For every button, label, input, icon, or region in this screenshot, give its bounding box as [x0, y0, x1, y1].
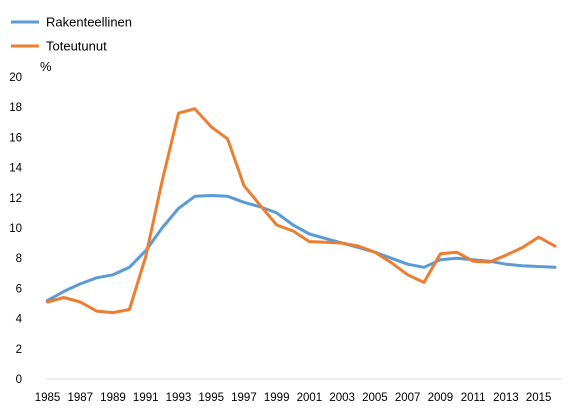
x-tick-label: 1995 [198, 392, 224, 404]
x-tick-label: 1985 [35, 392, 61, 404]
x-tick-label: 2001 [297, 392, 323, 404]
x-tick-label: 1989 [100, 392, 126, 404]
y-tick-label: 12 [9, 193, 22, 205]
y-axis-unit-label: % [40, 59, 52, 74]
x-axis-ticks: 1985 1987 1989 1991 1993 1995 1997 1999 2001 2003… [35, 392, 552, 404]
series-lines [46, 107, 557, 315]
y-tick-label: 20 [9, 72, 22, 84]
y-tick-label: 10 [9, 223, 22, 235]
x-tick-label: 2003 [329, 392, 355, 404]
x-tick-label: 2015 [526, 392, 552, 404]
x-tick-label: 1987 [67, 392, 93, 404]
y-tick-label: 4 [16, 314, 23, 326]
y-tick-label: 18 [9, 102, 22, 114]
y-tick-label: 2 [16, 344, 22, 356]
y-axis-ticks: 0 2 4 6 8 10 12 14 16 18 20 [9, 72, 22, 386]
x-tick-label: 1999 [264, 392, 290, 404]
legend: Rakenteellinen Toteutunut [11, 15, 132, 54]
series-line-rakenteellinen [46, 194, 557, 302]
x-tick-label: 2013 [493, 392, 519, 404]
y-tick-label: 14 [9, 163, 22, 175]
y-tick-label: 0 [16, 374, 22, 386]
x-tick-label: 1993 [166, 392, 192, 404]
y-tick-label: 8 [16, 253, 22, 265]
x-tick-label: 2007 [395, 392, 421, 404]
series-line-toteutunut [46, 107, 557, 315]
legend-label: Rakenteellinen [46, 15, 132, 30]
legend-label: Toteutunut [46, 39, 107, 54]
x-tick-label: 2011 [461, 392, 486, 404]
x-tick-label: 2009 [428, 392, 454, 404]
y-tick-label: 16 [9, 132, 22, 144]
x-tick-label: 1991 [133, 392, 159, 404]
x-tick-label: 2005 [362, 392, 388, 404]
x-tick-label: 1997 [231, 392, 257, 404]
y-tick-label: 6 [16, 283, 22, 295]
